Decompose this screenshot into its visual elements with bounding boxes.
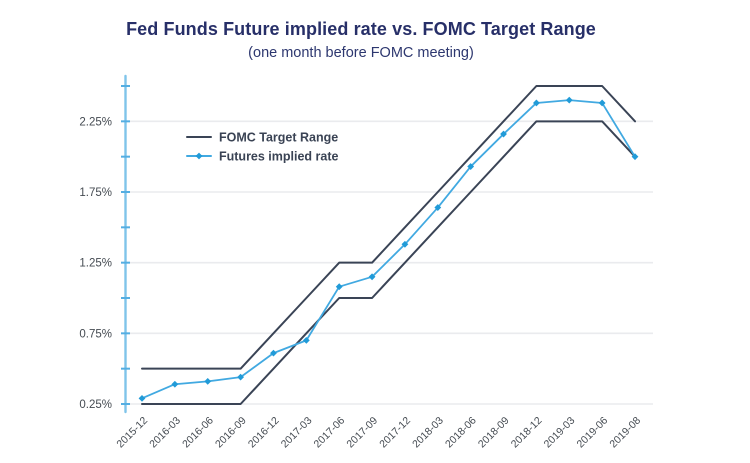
x-tick-label: 2016-09 <box>213 415 249 451</box>
legend-label: Futures implied rate <box>219 150 339 164</box>
x-tick-label: 2019-08 <box>607 415 643 451</box>
x-tick-label: 2018-03 <box>410 415 446 451</box>
futures-rate-marker <box>270 349 277 357</box>
legend-swatch-diamond-icon <box>195 152 203 160</box>
futures-rate-marker <box>204 377 212 385</box>
fomc-target-range-lower-bound-line <box>141 120 636 405</box>
futures-rate-marker <box>368 273 376 281</box>
futures-rate-marker <box>302 337 310 344</box>
futures-rate-marker <box>533 99 540 107</box>
x-tick-label: 2018-09 <box>476 415 512 451</box>
x-tick-label: 2017-03 <box>279 415 315 451</box>
futures-rate-marker <box>171 380 179 388</box>
chart-title: Fed Funds Future implied rate vs. FOMC T… <box>126 19 596 39</box>
x-tick-label: 2016-12 <box>246 415 282 451</box>
futures-rate-marker <box>434 204 442 211</box>
y-tick-label: 1.75% <box>79 187 112 199</box>
legend: FOMC Target Range Futures implied rate <box>186 131 339 164</box>
y-tick-label: 0.25% <box>79 399 112 411</box>
futures-rate-marker <box>631 153 639 161</box>
futures-rate-marker <box>138 394 146 402</box>
futures-rate-marker <box>401 240 409 248</box>
y-tick-label: 0.75% <box>79 328 112 340</box>
chart-subtitle: (one month before FOMC meeting) <box>248 45 474 61</box>
futures-rate-marker <box>335 283 343 291</box>
x-tick-label: 2016-06 <box>180 415 216 451</box>
x-tick-label: 2019-06 <box>575 415 611 451</box>
x-tick-label: 2016-03 <box>147 415 183 451</box>
x-tick-label: 2018-12 <box>509 415 545 451</box>
x-tick-label: 2015-12 <box>114 415 150 451</box>
x-tick-label: 2017-06 <box>312 415 348 451</box>
futures-rate-marker <box>500 130 507 138</box>
y-tick-label: 2.25% <box>79 116 112 128</box>
x-tick-label: 2017-12 <box>377 415 413 451</box>
futures-rate-marker <box>237 373 244 381</box>
futures-rate-marker <box>467 163 475 170</box>
futures-implied-rate-line <box>141 99 636 400</box>
x-tick-label: 2017-09 <box>344 415 380 451</box>
y-tick-label: 1.25% <box>79 258 112 270</box>
fomc-target-range-upper-bound-line <box>141 85 636 370</box>
futures-rate-marker <box>598 99 606 107</box>
legend-label: FOMC Target Range <box>219 131 338 145</box>
x-tick-label: 2018-06 <box>443 415 479 451</box>
x-tick-label: 2019-03 <box>542 415 578 451</box>
legend-item-futures-implied-rate: Futures implied rate <box>186 150 339 164</box>
legend-item-fomc-target-range: FOMC Target Range <box>186 131 338 145</box>
futures-rate-marker <box>565 96 573 104</box>
